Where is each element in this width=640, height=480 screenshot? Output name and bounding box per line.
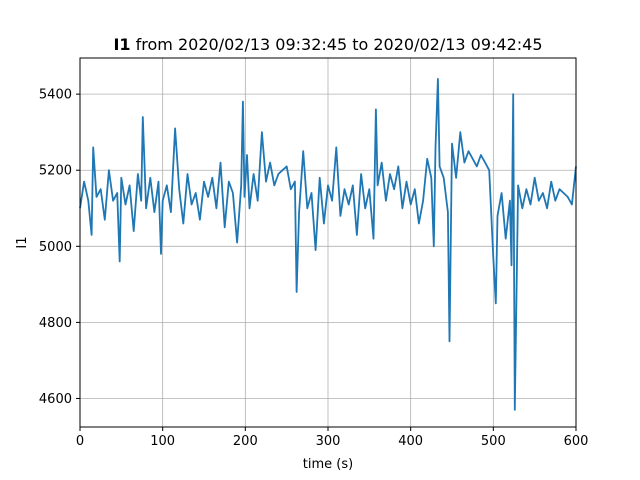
chart-title-bold: I1 [113,35,130,54]
y-tick-label: 4600 [39,392,72,407]
x-tick-label: 200 [233,434,258,449]
chart-title: I1 from 2020/02/13 09:32:45 to 2020/02/1… [113,35,542,54]
y-tick-label: 5400 [39,88,72,103]
x-tick-label: 100 [150,434,175,449]
y-tick-label: 4800 [39,316,72,331]
ticks: 0 100 200 300 400 500 600 4600 4800 5000 5200 5400 [39,88,589,449]
x-tick-label: 400 [398,434,423,449]
y-axis-label: I1 [15,236,30,248]
x-tick-label: 300 [316,434,341,449]
y-tick-label: 5200 [39,164,72,179]
x-tick-label: 600 [564,434,589,449]
x-axis-label: time (s) [303,457,353,472]
plot-area [79,78,577,411]
chart-title-rest: from 2020/02/13 09:32:45 to 2020/02/13 0… [131,35,543,54]
x-tick-label: 500 [481,434,506,449]
grid-lines [79,58,577,427]
y-tick-label: 5000 [39,240,72,255]
x-tick-label: 0 [76,434,84,449]
series-line [79,78,577,411]
